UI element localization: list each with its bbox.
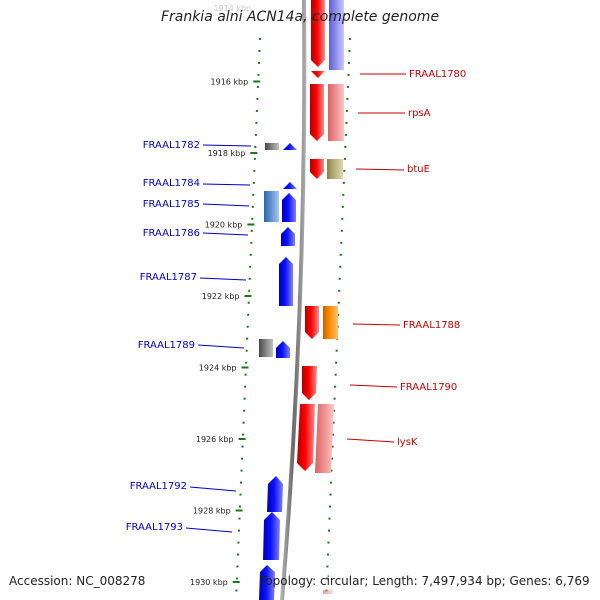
gene-fraal1789[interactable] <box>276 341 290 358</box>
gene-lysk[interactable] <box>297 404 315 471</box>
page-title: Frankia alni ACN14a, complete genome <box>160 9 440 25</box>
accession-text: Accession: NC_008278 <box>9 574 146 588</box>
label-fraal1782[interactable]: FRAAL1782 <box>143 140 252 151</box>
label-fraal1792[interactable]: FRAAL1792 <box>130 481 237 492</box>
label-fraal1785-text: FRAAL1785 <box>143 199 200 210</box>
gene-rpsa-pink[interactable] <box>328 84 344 141</box>
gene-fraal1782[interactable] <box>283 143 297 150</box>
label-fraal1780[interactable]: FRAAL1780 <box>360 69 466 80</box>
scale-dotted-line-right <box>325 37 351 600</box>
label-fraal1782-text: FRAAL1782 <box>143 140 200 151</box>
gene-fraal1789-gray[interactable] <box>259 339 273 357</box>
gene-fraal1780[interactable] <box>311 71 325 78</box>
gene-fraal1793[interactable] <box>263 512 280 560</box>
gene-fraal1786[interactable] <box>281 227 295 246</box>
gene-fraal1782-gray[interactable] <box>265 143 279 150</box>
label-fraal1780-text: FRAAL1780 <box>409 69 466 80</box>
label-fraal1788-text: FRAAL1788 <box>403 320 460 331</box>
label-btue[interactable]: btuE <box>355 164 430 175</box>
scale-dotted-line-left <box>235 37 261 600</box>
scale-tick-label: 1926 kbp <box>196 435 234 444</box>
gene-fraal1779-lav[interactable] <box>329 0 344 70</box>
scale-tick-label: 1920 kbp <box>205 221 243 230</box>
label-fraal1787[interactable]: FRAAL1787 <box>140 272 247 283</box>
label-fraal1787-text: FRAAL1787 <box>140 272 197 283</box>
label-lysk[interactable]: lysK <box>346 437 418 448</box>
scale-tick-label: 1924 kbp <box>199 364 237 373</box>
gene-fraal1787[interactable] <box>279 257 293 306</box>
scale-tick-label: 1914 kbp <box>213 4 251 13</box>
label-rpsa-text: rpsA <box>408 108 431 119</box>
scale-tick-label: 1918 kbp <box>208 149 246 158</box>
gene-lysk-pink[interactable] <box>315 404 334 473</box>
label-fraal1793-text: FRAAL1793 <box>126 522 183 533</box>
label-fraal1790[interactable]: FRAAL1790 <box>349 382 457 393</box>
label-fraal1789[interactable]: FRAAL1789 <box>138 340 245 351</box>
gene-fraal1792[interactable] <box>267 476 283 512</box>
genome-axis <box>280 0 307 600</box>
gene-fraal1788[interactable] <box>305 306 319 339</box>
label-fraal1790-text: FRAAL1790 <box>400 382 457 393</box>
gene-fraal1794[interactable] <box>259 565 275 600</box>
label-rpsa[interactable]: rpsA <box>358 108 431 119</box>
label-fraal1788[interactable]: FRAAL1788 <box>352 320 460 331</box>
gene-fraal1795-pink[interactable] <box>323 590 333 594</box>
label-fraal1786-text: FRAAL1786 <box>143 228 200 239</box>
gene-btue-olive[interactable] <box>327 159 343 179</box>
gene-fraal1784[interactable] <box>283 182 297 189</box>
label-fraal1789-text: FRAAL1789 <box>138 340 195 351</box>
gene-fraal1779[interactable] <box>311 0 325 67</box>
label-fraal1784-text: FRAAL1784 <box>143 178 200 189</box>
gene-btue[interactable] <box>310 159 324 179</box>
label-fraal1793[interactable]: FRAAL1793 <box>126 522 233 533</box>
gene-fraal1785[interactable] <box>282 193 296 222</box>
scale-tick-label: 1928 kbp <box>193 507 231 516</box>
label-fraal1785[interactable]: FRAAL1785 <box>143 199 250 210</box>
label-btue-text: btuE <box>407 164 430 175</box>
label-fraal1784[interactable]: FRAAL1784 <box>143 178 251 189</box>
scale-tick-label: 1922 kbp <box>202 292 240 301</box>
gene-fraal1788-orange[interactable] <box>323 306 338 339</box>
label-fraal1792-text: FRAAL1792 <box>130 481 187 492</box>
label-lysk-text: lysK <box>397 437 418 448</box>
gene-fraal1790[interactable] <box>302 366 317 400</box>
gene-fraal1785-steel[interactable] <box>264 191 279 222</box>
label-fraal1786[interactable]: FRAAL1786 <box>143 228 249 239</box>
scale-tick-label: 1930 kbp <box>190 578 228 587</box>
genome-summary-text: Topology: circular; Length: 7,497,934 bp… <box>260 574 590 588</box>
gene-rpsa[interactable] <box>310 84 324 141</box>
scale-tick-label: 1916 kbp <box>211 78 249 87</box>
